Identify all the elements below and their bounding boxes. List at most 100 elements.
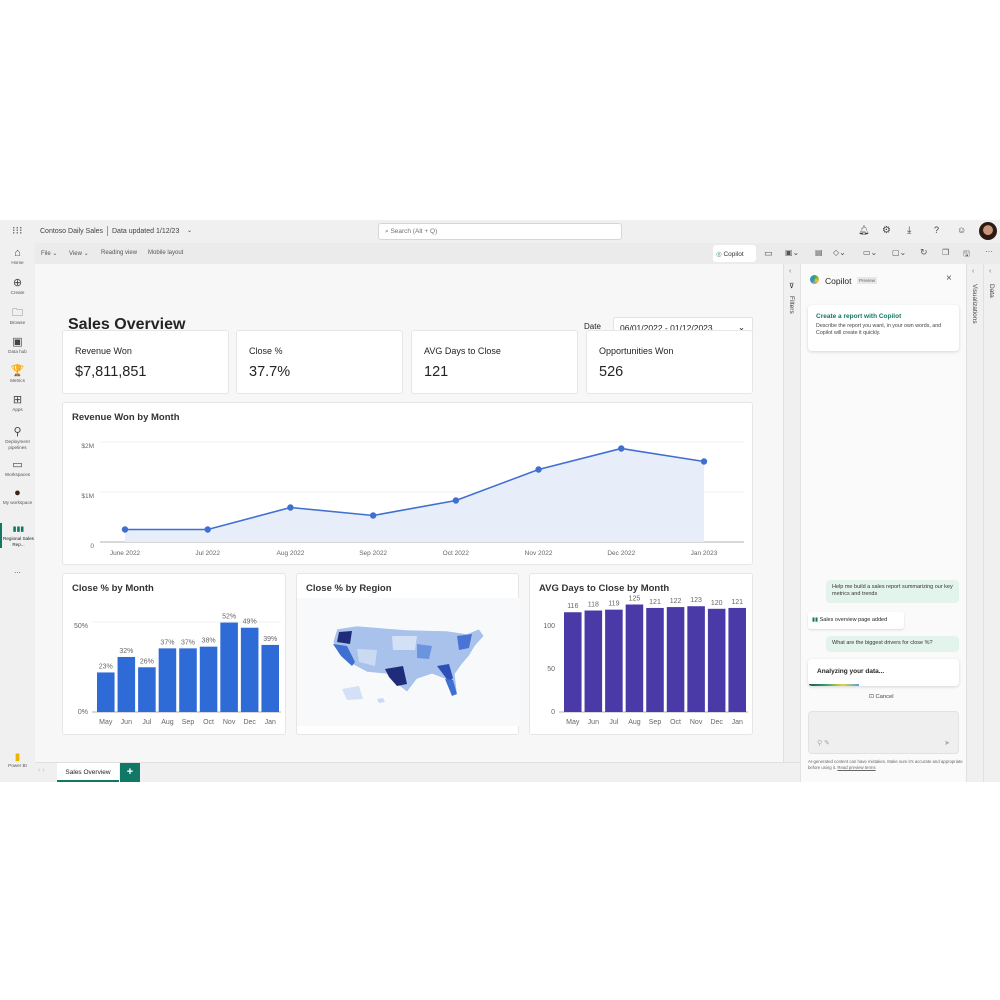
us-map[interactable] <box>297 574 520 736</box>
buttons-icon[interactable]: ▭⌄ <box>863 248 878 257</box>
copilot-button[interactable]: ◎ Copilot <box>713 245 756 262</box>
nav-item-my-workspace[interactable]: ● My workspace <box>0 487 35 506</box>
close-icon[interactable]: × <box>946 273 952 284</box>
page-tab-bar: ‹ › Sales Overview + <box>35 762 800 782</box>
x-tick-label: Jun <box>588 719 599 726</box>
page-title: Sales Overview <box>68 316 186 333</box>
data-label: 37% <box>160 639 174 646</box>
divider <box>107 226 108 236</box>
nav-label: Browse <box>9 320 26 325</box>
search-input[interactable]: ⌕ Search (Alt + Q) <box>378 223 622 240</box>
close-by-region-map[interactable]: Close % by Region <box>296 573 520 736</box>
nav-icon: ▮▮▮ <box>12 526 25 533</box>
revenue-line <box>125 447 705 531</box>
save-icon[interactable]: 🖫︎ <box>963 249 970 258</box>
x-tick-label: Jul <box>142 719 151 726</box>
toolbar: File ⌄ View ⌄ Reading view Mobile layout… <box>35 243 1000 264</box>
nav-item-regional-sales-rep-[interactable]: ▮▮▮ Regional Sales Rep... <box>0 523 35 548</box>
report-title[interactable]: Contoso Daily Sales <box>40 228 104 235</box>
data-label: 121 <box>731 599 743 606</box>
x-tick-label: Aug <box>161 719 174 726</box>
y-tick-label: 0% <box>78 709 88 716</box>
x-tick-label: Jan <box>265 719 276 726</box>
feedback-icon[interactable]: ☺ <box>957 225 967 235</box>
reading-view-button[interactable]: Reading view <box>101 250 138 256</box>
comment-icon[interactable]: ▭ <box>764 248 773 258</box>
nav-item-deployment-pipelines[interactable]: ⚲ Deployment pipelines <box>0 426 35 451</box>
filter-icon: ⊽ <box>789 283 795 290</box>
more-icon[interactable]: ··· <box>985 247 993 256</box>
kpi-card-revenue[interactable]: Revenue Won $7,811,851 <box>62 330 229 394</box>
area-fill <box>125 448 704 542</box>
copilot-prompt-input[interactable]: ⚲ ✎ ➤ <box>808 711 959 754</box>
duplicate-icon[interactable]: ❐ <box>942 248 950 257</box>
bar <box>240 627 259 712</box>
x-tick-label: Jan 2023 <box>691 550 718 557</box>
y-tick-label: $1M <box>81 493 94 500</box>
pages-icon[interactable]: ▢⌄ <box>892 248 907 257</box>
visualizations-pane-collapsed[interactable]: ‹ Visualizations <box>966 264 983 782</box>
chevron-down-icon[interactable]: ⌄ <box>187 228 193 234</box>
mobile-layout-button[interactable]: Mobile layout <box>148 250 184 256</box>
avg-days-bar-chart[interactable]: AVG Days to Close by Month 0 50 100 116 May 1… <box>529 573 753 735</box>
data-updated[interactable]: Data updated 1/12/23 <box>112 228 180 235</box>
bar <box>687 606 705 712</box>
y-tick-label: 50% <box>74 623 88 630</box>
bar <box>261 644 279 712</box>
view-menu[interactable]: View ⌄ <box>69 251 89 257</box>
avatar[interactable] <box>979 222 997 240</box>
data-label: 116 <box>567 603 578 610</box>
kpi-card-avg-days[interactable]: AVG Days to Close 121 <box>411 330 578 394</box>
kpi-card-opportunities[interactable]: Opportunities Won 526 <box>586 330 753 394</box>
user-message: Help me build a sales report summarizing… <box>826 580 959 603</box>
close-pct-bar-chart[interactable]: Close % by Month 0% 50% 23% May 32% Jun 26% Jul… <box>62 573 286 735</box>
visual-icon[interactable]: ▣⌄ <box>785 248 800 257</box>
data-label: 125 <box>629 596 641 603</box>
tab-sales-overview[interactable]: Sales Overview <box>57 763 119 782</box>
gear-icon[interactable]: ⚙ <box>882 225 891 236</box>
preview-terms-link[interactable]: Read preview terms <box>837 765 876 770</box>
cancel-button[interactable]: ⊡ Cancel <box>869 694 894 700</box>
add-page-button[interactable]: + <box>120 763 140 782</box>
nav-item-metrics[interactable]: 🏆 Metrics <box>0 365 35 384</box>
data-point <box>535 466 542 473</box>
state-group-plains <box>392 636 417 650</box>
nav-item-home[interactable]: ⌂ Home <box>0 247 35 266</box>
shapes-icon[interactable]: ◇⌄ <box>833 248 846 257</box>
revenue-line-chart[interactable]: Revenue Won by Month 0 $1M $2M June 2022 Jul… <box>62 402 753 565</box>
help-icon[interactable]: ? <box>934 225 940 235</box>
x-tick-label: Oct 2022 <box>443 550 470 557</box>
nav-item-workspaces[interactable]: ▭ Workspaces <box>0 459 35 478</box>
state-washington <box>337 631 352 644</box>
copilot-pane: Copilot Preview × Create a report with C… <box>800 264 966 782</box>
state-georgia <box>437 664 453 682</box>
textbox-icon[interactable]: ▤ <box>815 248 823 257</box>
nav-item-data-hub[interactable]: ▣ Data hub <box>0 336 35 355</box>
x-tick-label: Sep 2022 <box>359 550 387 557</box>
refresh-icon[interactable]: ↻ <box>920 247 928 257</box>
power-bi-logo[interactable]: ▮ Power BI <box>0 752 35 768</box>
send-icon[interactable]: ➤ <box>944 740 950 747</box>
file-menu[interactable]: File ⌄ <box>41 251 58 257</box>
data-pane-collapsed[interactable]: ‹ Data <box>983 264 1000 782</box>
filters-pane-collapsed[interactable]: ‹ ⊽ Filters <box>783 264 800 782</box>
nav-icon: ▣ <box>12 336 23 348</box>
create-report-card[interactable]: Create a report with Copilot Describe th… <box>808 305 959 351</box>
progress-bar <box>809 684 859 686</box>
nav-item-create[interactable]: ⊕ Create <box>0 277 35 296</box>
data-point <box>121 526 129 533</box>
nav-item-browse[interactable]: 🗀 Browse <box>0 307 35 326</box>
nav-item-apps[interactable]: ⊞ Apps <box>0 394 35 413</box>
download-icon[interactable]: ⤓ <box>907 225 912 236</box>
chevron-left-icon: ‹ <box>789 268 792 275</box>
state-group-mountain <box>357 649 377 666</box>
kpi-card-close[interactable]: Close % 37.7% <box>236 330 403 394</box>
app-launcher-icon[interactable]: ⁝⁝⁝ <box>12 225 23 237</box>
chart-title: Close % by Region <box>306 583 392 594</box>
bell-icon[interactable]: 🔔︎ <box>858 225 870 235</box>
bar <box>138 667 156 712</box>
nav-icon: ⌂ <box>14 247 21 259</box>
tab-scroll-arrows[interactable]: ‹ › <box>38 767 45 774</box>
more-icon[interactable]: ... <box>14 566 21 575</box>
data-label: 23% <box>99 663 113 670</box>
